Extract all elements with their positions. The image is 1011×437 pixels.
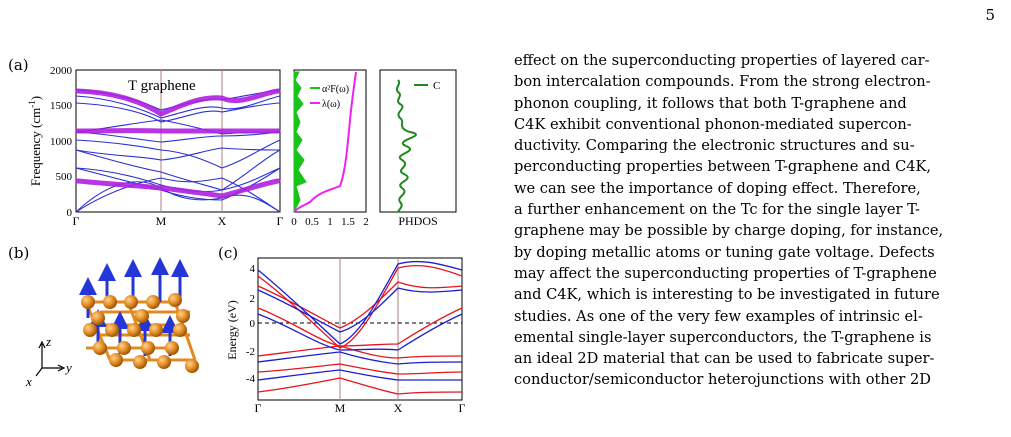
phdos-x-axis-label: PHDOS (398, 214, 437, 228)
crystal-structure: z y x (25, 257, 199, 389)
lambda-curve (293, 71, 357, 213)
phonon-bands-panel: T graphene 0 500 1000 1500 2000 Γ M X Γ … (27, 65, 284, 228)
y-tick-label: 0 (250, 318, 256, 330)
x-tick-label: X (394, 401, 403, 415)
energy-x-tick-labels: Γ M X Γ (255, 401, 466, 415)
x-tick-label: Γ (277, 214, 284, 228)
x-tick-label: 0 (291, 216, 297, 228)
y-tick-label: -2 (246, 346, 255, 358)
text-line: we can see the importance of doping effe… (514, 179, 921, 197)
text-line: and C4K, which is interesting to be inve… (514, 286, 940, 304)
text-line: ductivity. Comparing the electronic stru… (514, 137, 915, 155)
phdos-panel: C PHDOS (379, 69, 457, 228)
y-tick-label: 2000 (50, 65, 73, 77)
phonon-bands-title: T graphene (128, 78, 196, 94)
x-tick-label: 1 (327, 216, 333, 228)
phonon-y-tick-labels: 0 500 1000 1500 2000 (50, 65, 73, 219)
axis-triad (35, 340, 66, 377)
x-tick-label: X (218, 214, 227, 228)
eliashberg-panel: α²F(ω) λ(ω) 0 0.5 1 1.5 2 (291, 69, 369, 228)
body-text-column: effect on the superconducting properties… (514, 50, 996, 391)
y-tick-label: 1500 (50, 100, 73, 112)
text-line: by doping metallic atoms or tuning gate … (514, 243, 935, 261)
y-tick-label: 1000 (50, 136, 73, 148)
x-tick-label: M (156, 214, 167, 228)
eliashberg-x-tick-labels: 0 0.5 1 1.5 2 (291, 216, 369, 228)
page-number: 5 (985, 6, 995, 24)
x-tick-label: 0.5 (305, 216, 319, 228)
text-line: graphene may be possible by charge dopin… (514, 222, 944, 240)
text-line: an ideal 2D material that can be used to… (514, 350, 935, 368)
y-tick-label: 500 (56, 171, 73, 183)
axis-z-label: z (45, 334, 51, 349)
text-line: may affect the superconducting propertie… (514, 264, 937, 282)
y-tick-label: 2 (250, 293, 256, 305)
text-line: C4K exhibit conventional phonon-mediated… (514, 115, 912, 133)
band-lines-blue (257, 260, 463, 381)
x-tick-label: Γ (255, 401, 262, 415)
band-lines-red (257, 264, 463, 395)
panel-label-c: (c) (218, 244, 239, 262)
text-line: bon intercalation compounds. From the st… (514, 73, 931, 91)
text-line: phonon coupling, it follows that both T-… (514, 94, 907, 112)
phonon-x-tick-labels: Γ M X Γ (73, 214, 284, 228)
text-line: emental single-layer superconductors, th… (514, 328, 932, 346)
text-line: a further enhancement on the Tc for the … (514, 201, 920, 219)
x-tick-label: Γ (459, 401, 466, 415)
a2f-curve (293, 71, 307, 213)
axis-x-label: x (25, 374, 32, 389)
phonon-y-axis-label: Frequency (cm-1) (27, 96, 43, 186)
legend-lambda: λ(ω) (322, 99, 340, 110)
x-tick-label: Γ (73, 214, 80, 228)
x-tick-label: M (335, 401, 346, 415)
y-tick-label: 4 (250, 263, 256, 275)
phonon-band-highlight (75, 88, 281, 199)
electronic-bands-panel: 4 2 0 -2 -4 Γ M X Γ Energy (eV) (225, 257, 466, 415)
energy-y-tick-labels: 4 2 0 -2 -4 (246, 263, 256, 385)
phdos-curve (395, 79, 417, 213)
text-line: studies. As one of the very few examples… (514, 307, 923, 325)
x-tick-label: 2 (363, 216, 369, 228)
y-tick-label: -4 (246, 373, 256, 385)
y-tick-label: 0 (67, 207, 73, 219)
text-line: perconducting properties between T-graph… (514, 158, 932, 176)
text-line: effect on the superconducting properties… (514, 52, 930, 69)
text-line: conductor/semiconductor heterojunctions … (514, 371, 931, 389)
legend-a2f: α²F(ω) (322, 84, 349, 95)
panel-label-a: (a) (8, 56, 29, 74)
axis-y-label: y (64, 360, 72, 375)
x-tick-label: 1.5 (341, 216, 355, 228)
panel-label-b: (b) (8, 244, 30, 262)
legend-c: C (433, 80, 440, 92)
energy-y-axis-label: Energy (eV) (225, 300, 239, 359)
figure-svg: T graphene 0 500 1000 1500 2000 Γ M X Γ … (25, 65, 466, 415)
